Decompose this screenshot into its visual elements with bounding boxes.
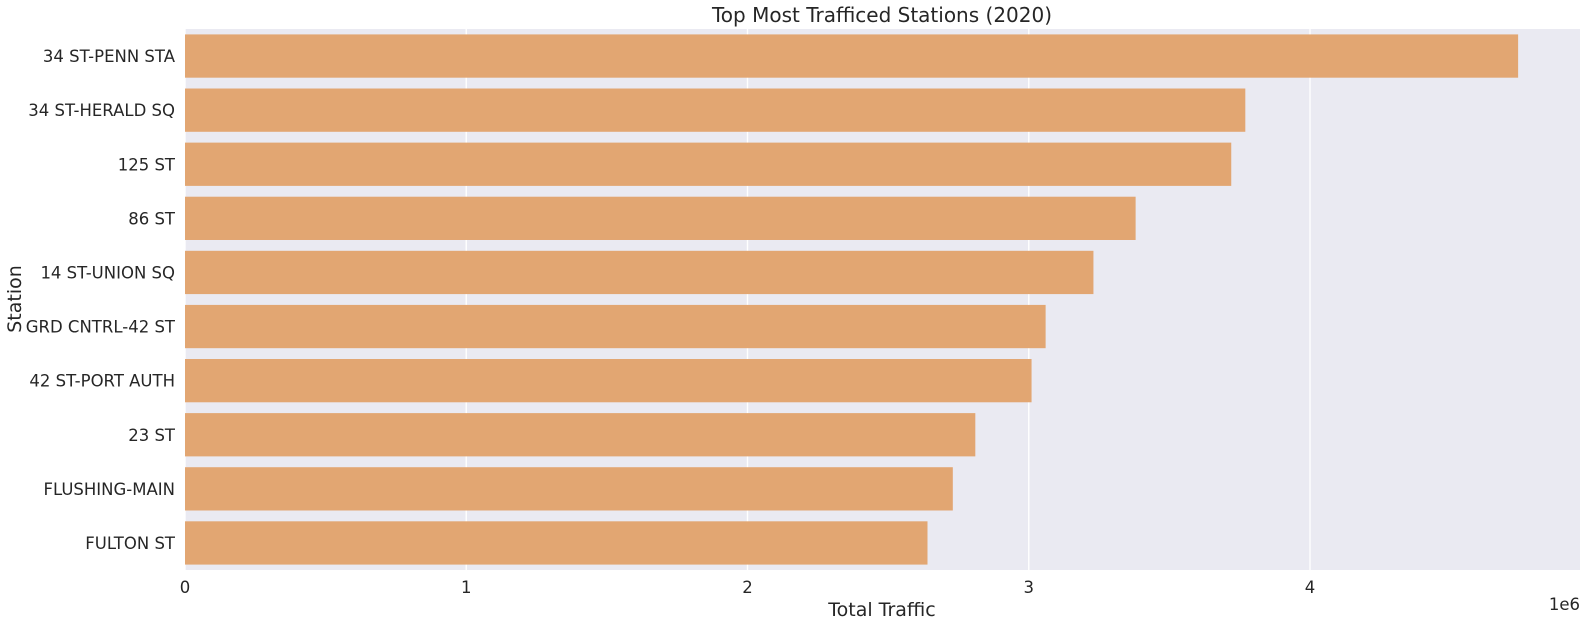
bar <box>185 250 1094 295</box>
bar <box>185 304 1046 349</box>
y-tick-label: FLUSHING-MAIN <box>43 480 175 499</box>
bar <box>185 521 928 565</box>
x-tick-label: 3 <box>1024 578 1035 597</box>
y-tick-label: 14 ST-UNION SQ <box>40 263 175 282</box>
y-tick-label: 34 ST-PENN STA <box>43 47 176 66</box>
bar <box>185 413 976 457</box>
bar <box>185 196 1136 240</box>
y-tick-label: 42 ST-PORT AUTH <box>29 372 175 391</box>
bar <box>185 467 953 511</box>
x-axis-offset-label: 1e6 <box>1549 595 1580 614</box>
bar <box>185 88 1246 132</box>
bar <box>185 142 1232 186</box>
y-tick-label: 86 ST <box>128 209 176 228</box>
bar <box>185 34 1519 78</box>
x-tick-label: 4 <box>1305 578 1316 597</box>
y-tick-labels: 34 ST-PENN STA 34 ST-HERALD SQ 125 ST 86 ST… <box>26 47 176 553</box>
y-axis-label: Station <box>4 265 26 333</box>
x-tick-label: 0 <box>180 578 191 597</box>
bar <box>185 359 1032 403</box>
y-tick-label: 23 ST <box>128 426 176 445</box>
x-tick-labels: 0 1 2 3 4 <box>180 578 1316 597</box>
y-tick-label: FULTON ST <box>85 534 176 553</box>
x-tick-label: 2 <box>742 578 753 597</box>
y-tick-label: GRD CNTRL-42 ST <box>26 318 176 337</box>
x-axis-label: Total Traffic <box>827 599 936 621</box>
bars <box>185 34 1519 565</box>
y-tick-label: 125 ST <box>118 155 176 174</box>
chart-title: Top Most Trafficed Stations (2020) <box>711 3 1052 27</box>
x-tick-label: 1 <box>461 578 472 597</box>
y-tick-label: 34 ST-HERALD SQ <box>28 101 175 120</box>
